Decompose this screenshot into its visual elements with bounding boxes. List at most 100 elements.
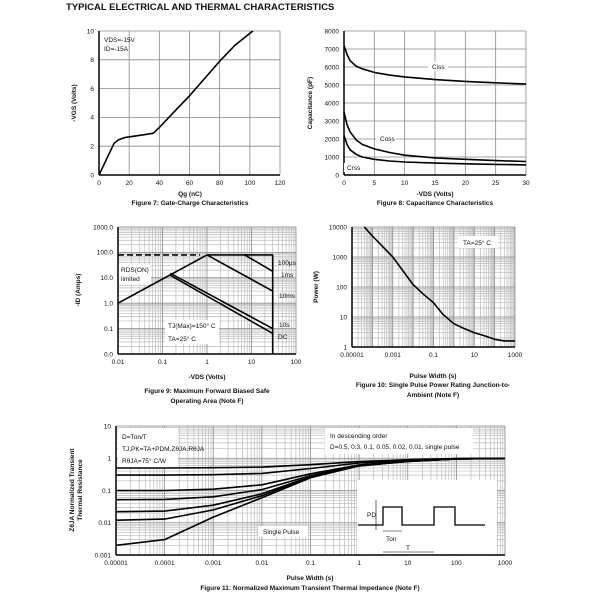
annotation-background <box>325 428 473 454</box>
chart-annotation: RθJA=75° C/W <box>122 457 167 465</box>
y-tick-label: 1000.0 <box>93 224 113 231</box>
figure-caption: Figure 8: Capacitance Characteristics <box>377 200 494 207</box>
series-group <box>117 254 274 354</box>
chart-annotation: DC <box>278 334 288 341</box>
grid <box>98 30 281 176</box>
chart-annotation: TA=25° C <box>463 239 491 247</box>
y-tick-label: 3000 <box>325 118 340 125</box>
x-tick-label: 100 <box>291 359 302 366</box>
y-tick-label: 4000 <box>325 100 340 107</box>
y-tick-label: 100 <box>336 284 347 291</box>
x-tick-label: 0 <box>342 180 346 187</box>
chart-annotation: T <box>406 545 410 552</box>
chart-annotation: Ton <box>386 536 397 543</box>
chart-annotation: PD <box>367 512 376 519</box>
chart-annotation: In descending order <box>330 433 388 440</box>
x-tick-label: 120 <box>275 180 286 187</box>
chart-annotation: TA=25° C <box>168 335 196 343</box>
series-line <box>98 30 254 176</box>
chart-figure-11: 0.00001 0.0001 0.001 0.01 0.1 1 10 100 1000 0.001… <box>69 423 513 592</box>
series-line-crss <box>343 135 527 166</box>
annotation-background <box>344 163 358 172</box>
x-tick-label: 5 <box>373 180 377 187</box>
y-tick-label: 0 <box>90 172 94 179</box>
x-axis-label: Qg (nC) <box>178 191 202 198</box>
chart-figure-10: 0.00001 0.001 0.1 10 1000 1 10 100 1000 10000 Puls… <box>313 224 523 399</box>
x-tick-label: 1000 <box>498 560 513 567</box>
annotation-background <box>376 134 396 143</box>
x-axis-label: -VDS (Volts) <box>188 374 225 381</box>
y-tick-label: 10 <box>340 314 348 321</box>
y-tick-label: 2 <box>90 144 94 151</box>
annotation-background <box>458 236 498 248</box>
figure-caption: Figure 9: Maximum Forward Biased Safe <box>144 388 270 395</box>
series-line-dc <box>169 274 274 335</box>
x-tick-label: 20 <box>462 180 470 187</box>
y-tick-label: 1 <box>343 344 347 351</box>
x-tick-label: 0.01 <box>112 359 125 366</box>
x-tick-label: 100 <box>244 180 255 187</box>
y-tick-label: 0.001 <box>95 552 112 559</box>
chart-annotation: 10ms <box>279 293 296 300</box>
annotation-background <box>428 62 448 71</box>
x-axis-label: Pulse Width (s) <box>410 373 457 380</box>
y-tick-label: 0.1 <box>104 326 113 333</box>
series-line-10ms <box>206 254 274 292</box>
chart-annotation: 100µs <box>278 260 297 267</box>
chart-figure-7: 0 20 40 60 80 100 120 0 2 4 6 8 10 Qg (nC) -VGS (Volts… <box>71 28 286 207</box>
y-tick-label: 4 <box>90 115 94 122</box>
x-tick-label: 80 <box>216 180 224 187</box>
chart-figure-9: 0.01 0.1 1 10 1000.00.11.010.0100.01000.0-VD… <box>75 224 302 405</box>
x-tick-label: 20 <box>126 180 134 187</box>
y-tick-label: 10 <box>104 423 112 430</box>
y-tick-label: 100.0 <box>97 250 114 257</box>
y-tick-label: 0 <box>335 172 339 179</box>
series-group <box>343 45 527 166</box>
x-tick-label: 30 <box>522 180 530 187</box>
chart-annotation: TJ(Max)=150° C <box>168 322 216 330</box>
figure-caption: Figure 11: Normalized Maximum Transient … <box>200 585 419 592</box>
figure-caption: Operating Area (Note F) <box>170 398 243 405</box>
x-tick-label: 0.00001 <box>104 560 128 567</box>
x-tick-label: 0.001 <box>385 352 402 359</box>
chart-annotation: limited <box>121 276 140 283</box>
y-tick-label: 6 <box>90 86 94 93</box>
series-line-10s <box>169 272 274 330</box>
x-tick-label: 0.00001 <box>340 352 364 359</box>
y-axis-label: Power (W) <box>313 271 320 303</box>
series-line <box>363 226 515 342</box>
y-tick-label: 10 <box>87 28 95 35</box>
x-tick-label: 1000 <box>508 352 523 359</box>
y-axis-label: Capacitance (pF) <box>307 77 314 129</box>
grid <box>343 30 527 176</box>
grid <box>117 226 297 355</box>
y-tick-label: 1.0 <box>104 301 113 308</box>
x-tick-label: 0 <box>97 180 101 187</box>
x-axis-label: -VDS (Volts) <box>416 191 453 198</box>
chart-annotation: D=0.5, 0.3, 0.1, 0.05, 0.02, 0.01, singl… <box>330 444 460 451</box>
y-tick-label: 10000 <box>329 224 347 231</box>
x-tick-label: 10 <box>401 180 409 187</box>
x-tick-label: 25 <box>492 180 500 187</box>
series-group <box>363 226 515 342</box>
series-group <box>98 30 254 176</box>
annotation-background <box>119 264 151 284</box>
series-line-single-pulse <box>115 457 506 547</box>
chart-annotation: Coss <box>380 136 396 143</box>
chart-annotation: VDS=-15V <box>104 37 136 44</box>
series-line-ciss <box>343 45 527 85</box>
y-tick-label: 0.1 <box>102 488 111 495</box>
x-tick-label: 0.001 <box>205 560 222 567</box>
y-tick-label: 1000 <box>333 254 348 261</box>
x-tick-label: 60 <box>186 180 194 187</box>
y-tick-label: 0.01 <box>98 520 111 527</box>
series-line-rds-on-limited <box>117 254 208 304</box>
x-axis-label: Pulse Width (s) <box>287 575 334 582</box>
figure-caption: Figure 7: Gate-Charge Characteristics <box>131 200 248 207</box>
chart-figure-8: 0 5 10 15 20 25 30 0 1000 2000 3000 4000 5000 6000 700… <box>307 28 530 207</box>
y-axis-label: -ID (Amps) <box>75 274 82 307</box>
y-axis-label: -VGS (Volts) <box>71 84 78 121</box>
chart-annotation: 10s <box>279 322 290 329</box>
x-tick-label: 0.01 <box>256 560 269 567</box>
